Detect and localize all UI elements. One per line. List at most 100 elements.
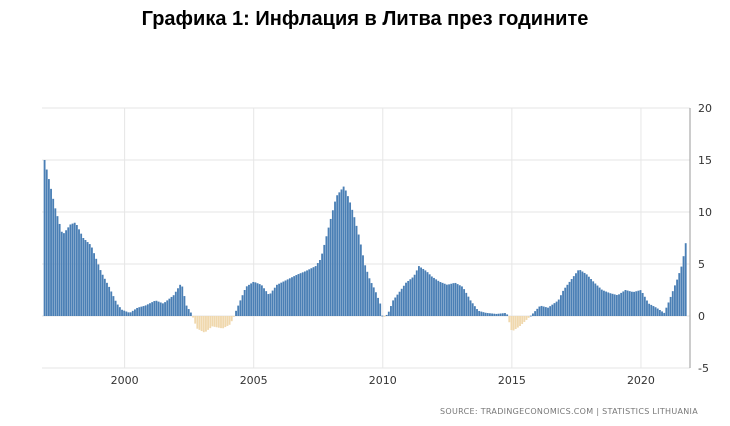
bar (486, 313, 489, 316)
bar (553, 303, 556, 316)
bar (364, 265, 367, 316)
bar (329, 218, 332, 316)
bar (43, 160, 46, 316)
bar (387, 311, 390, 316)
bar (179, 284, 182, 316)
bar (529, 315, 532, 317)
bar (652, 306, 655, 316)
bar (271, 290, 274, 316)
bar (443, 283, 446, 316)
bar (239, 300, 242, 316)
bar (192, 316, 194, 318)
bar (519, 316, 521, 326)
bar (353, 217, 356, 316)
bar (437, 280, 440, 316)
bar (344, 190, 347, 316)
bar (413, 274, 416, 316)
y-tick-label: 0 (698, 310, 705, 323)
bar (78, 229, 80, 316)
bar (47, 179, 50, 316)
bar (159, 302, 162, 316)
bar (370, 283, 373, 316)
bar (658, 309, 661, 316)
bar (467, 296, 470, 316)
bar (637, 290, 640, 316)
bar (461, 286, 463, 316)
bar (639, 290, 642, 316)
bar (676, 279, 679, 316)
bar (177, 288, 179, 316)
bar (183, 296, 186, 316)
bar (140, 306, 143, 316)
bar (402, 285, 405, 316)
bar (144, 305, 147, 316)
bar (146, 304, 149, 316)
bar (521, 316, 524, 324)
bar (420, 267, 423, 316)
bar (164, 302, 166, 316)
bar (512, 316, 515, 331)
bar (45, 169, 48, 316)
bar (286, 279, 289, 316)
bar (58, 223, 61, 316)
bar (527, 316, 530, 318)
bar (392, 300, 395, 316)
bar (465, 292, 468, 316)
bar (484, 312, 487, 316)
bar (579, 270, 582, 316)
bar (237, 305, 240, 316)
bar (594, 283, 597, 316)
bar (577, 270, 580, 316)
bar (478, 311, 481, 316)
bar (153, 301, 156, 316)
bar (347, 196, 349, 316)
bar (435, 279, 438, 316)
bar (372, 287, 375, 316)
bar (103, 278, 106, 316)
bar (172, 295, 175, 316)
bar (471, 303, 474, 316)
bar (211, 316, 214, 327)
bar (407, 280, 410, 316)
bar (532, 313, 534, 316)
bar (534, 311, 537, 316)
bar (510, 316, 513, 331)
bar (538, 306, 541, 316)
bar (325, 236, 328, 316)
bar (480, 311, 483, 316)
bar (280, 282, 283, 316)
bar (411, 277, 414, 316)
bar (630, 291, 633, 316)
bar (84, 240, 87, 316)
bar (267, 294, 270, 316)
bar (540, 305, 543, 316)
bar (258, 284, 261, 316)
bar (351, 209, 354, 316)
bar (265, 291, 268, 316)
bar (252, 281, 255, 316)
bar (374, 292, 377, 316)
bar (114, 300, 117, 316)
bar (276, 284, 278, 316)
bar (97, 264, 100, 316)
bar (381, 315, 384, 317)
bar (52, 198, 55, 316)
bar (312, 267, 315, 316)
bar (493, 313, 496, 316)
bar (626, 290, 629, 316)
bar (570, 279, 573, 316)
bar (291, 277, 293, 316)
bar (400, 288, 403, 316)
bar (600, 289, 603, 316)
bar (60, 231, 63, 316)
bar (340, 189, 343, 316)
bar (110, 291, 113, 316)
y-tick-label: 10 (698, 206, 712, 219)
bar (50, 188, 52, 316)
y-tick-label: 20 (698, 102, 712, 115)
bar (73, 222, 76, 316)
bar (669, 296, 672, 316)
bar (56, 216, 59, 316)
bar (310, 268, 313, 316)
